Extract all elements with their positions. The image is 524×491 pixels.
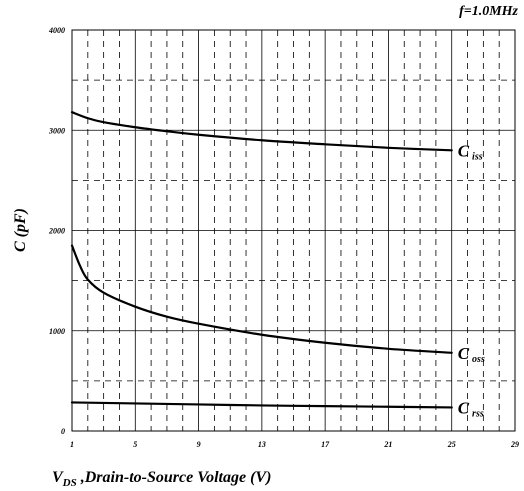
- y-tick-label: 1000: [49, 327, 65, 336]
- y-tick-label: 0: [61, 427, 65, 436]
- x-tick-label: 5: [133, 440, 137, 449]
- x-tick-label: 13: [258, 440, 266, 449]
- plot-frame: [71, 29, 516, 432]
- y-axis-title-unit: (pF): [12, 208, 29, 241]
- series-line-ciss: [70, 111, 453, 152]
- x-tick-label: 29: [510, 440, 519, 449]
- grid-layer: [72, 30, 515, 431]
- x-tick-label: 25: [447, 440, 456, 449]
- y-axis-title-symbol: C: [12, 241, 29, 252]
- x-axis-title-text: ,Drain-to-Source Voltage (V): [77, 469, 272, 486]
- series-line-crss: [70, 401, 453, 409]
- frequency-annotation: f=1.0MHz: [459, 4, 518, 19]
- y-axis-title: C (pF): [12, 208, 29, 252]
- x-axis-title-subscript: DS: [62, 477, 77, 489]
- series-layer: [70, 111, 453, 409]
- x-axis-title: VDS ,Drain-to-Source Voltage (V): [52, 469, 271, 489]
- series-line-coss: [70, 244, 453, 354]
- x-tick-label: 1: [70, 440, 74, 449]
- y-tick-label: 3000: [48, 126, 65, 135]
- x-tick-label: 21: [383, 440, 392, 449]
- y-tick-label: 2000: [48, 227, 65, 236]
- x-tick-label: 9: [197, 440, 201, 449]
- x-tick-label: 17: [321, 440, 330, 449]
- tick-label-layer: 1 5 9 13 17 21 25 29 0 1000 2000 3000 4000: [48, 26, 519, 449]
- y-tick-label: 4000: [48, 26, 65, 35]
- x-axis-title-symbol: V: [52, 469, 64, 486]
